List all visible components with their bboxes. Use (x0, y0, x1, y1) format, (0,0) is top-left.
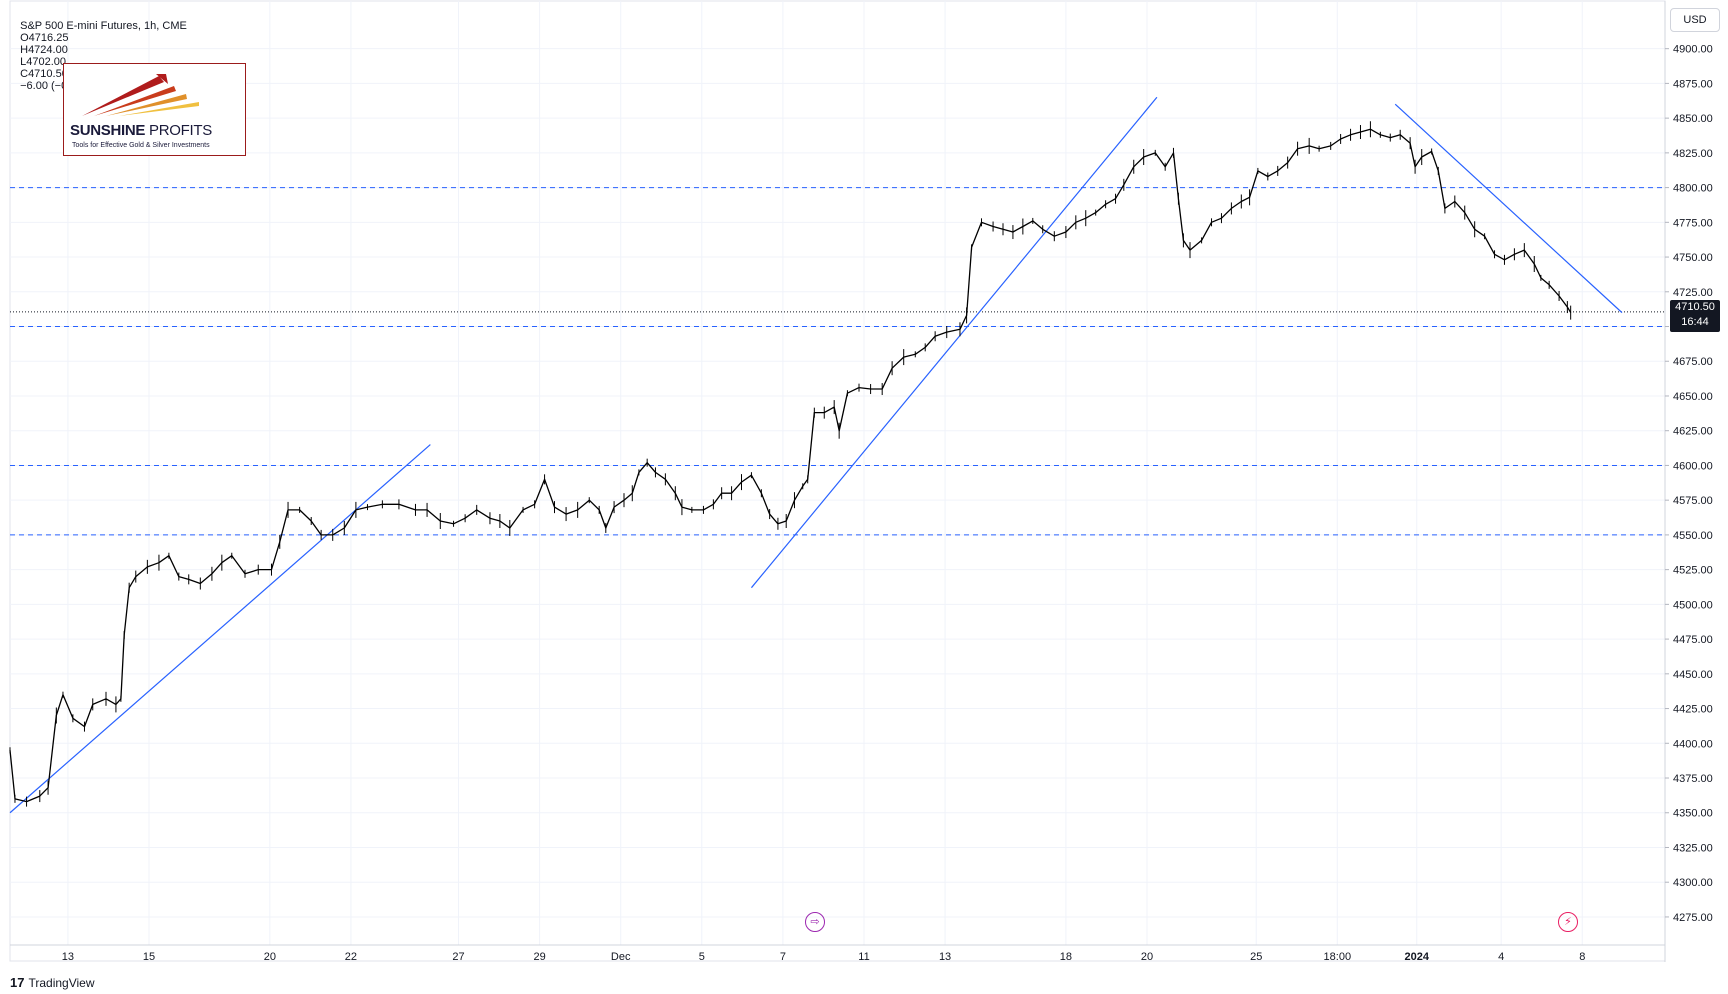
x-tick-label: 13 (939, 951, 951, 963)
trendlines (9, 96, 1623, 814)
currency-button[interactable]: USD (1670, 8, 1720, 32)
y-tick-label: 4750.00 (1673, 252, 1713, 264)
y-tick-label: 4300.00 (1673, 877, 1713, 889)
x-tick-label: 4 (1498, 951, 1504, 963)
y-tick-label: 4850.00 (1673, 113, 1713, 125)
y-tick-label: 4650.00 (1673, 391, 1713, 403)
last-price-value: 4710.50 (1675, 301, 1715, 313)
x-tick-label: 8 (1579, 951, 1585, 963)
trendline (1394, 103, 1623, 314)
y-tick-label: 4375.00 (1673, 773, 1713, 785)
axes: 4275.00 4300.00 4325.00 4350.00 4375.00 4400.… (10, 1, 1713, 963)
price-series (9, 121, 1572, 807)
x-tick-label: 18 (1060, 951, 1072, 963)
logo-name: SUNSHINE PROFITS (70, 122, 212, 139)
symbol-name: S&P 500 E-mini Futures, 1h, CME (20, 20, 187, 32)
y-tick-label: 4900.00 (1673, 44, 1713, 56)
y-tick-label: 4575.00 (1673, 495, 1713, 507)
lightning-icon[interactable]: ⚡ (1558, 912, 1578, 932)
x-tick-label: 5 (699, 951, 705, 963)
y-tick-label: 4875.00 (1673, 78, 1713, 90)
ohlc-high: H4724.00 (20, 44, 68, 56)
trendline (9, 444, 431, 814)
y-tick-label: 4450.00 (1673, 669, 1713, 681)
last-price-label: 4710.50 16:44 (1670, 300, 1720, 332)
x-tick-label: 13 (62, 951, 74, 963)
x-tick-label: 22 (345, 951, 357, 963)
x-tick-label: 29 (533, 951, 545, 963)
y-tick-label: 4425.00 (1673, 704, 1713, 716)
x-tick-label: 7 (780, 951, 786, 963)
x-tick-label: 20 (1141, 951, 1153, 963)
ohlc-open: O4716.25 (20, 32, 69, 44)
ohlc-low: L4702.00 (20, 56, 67, 68)
y-tick-label: 4775.00 (1673, 217, 1713, 229)
x-tick-label: 2024 (1405, 951, 1430, 963)
trendline (750, 96, 1158, 589)
bar-countdown: 16:44 (1681, 316, 1709, 328)
y-tick-label: 4625.00 (1673, 426, 1713, 438)
tradingview-logo-icon: 17 (10, 975, 25, 990)
arrow-forward-circle-icon[interactable]: ⇨ (805, 912, 825, 932)
y-tick-label: 4800.00 (1673, 183, 1713, 195)
y-tick-label: 4475.00 (1673, 634, 1713, 646)
y-tick-label: 4275.00 (1673, 912, 1713, 924)
y-tick-label: 4725.00 (1673, 287, 1713, 299)
y-tick-label: 4550.00 (1673, 530, 1713, 542)
logo-name-light: PROFITS (145, 122, 212, 139)
horizontal-levels (10, 187, 1665, 536)
x-tick-label: 25 (1250, 951, 1262, 963)
x-tick-label: Dec (611, 951, 631, 963)
y-tick-label: 4600.00 (1673, 460, 1713, 472)
tradingview-footer[interactable]: 17 TradingView (10, 975, 95, 990)
x-tick-label: 15 (143, 951, 155, 963)
x-tick-label: 11 (858, 951, 869, 963)
y-tick-label: 4325.00 (1673, 842, 1713, 854)
y-tick-label: 4525.00 (1673, 565, 1713, 577)
symbol-header: S&P 500 E-mini Futures, 1h, CME O4716.25… (14, 8, 191, 92)
logo-rays-icon (82, 74, 199, 116)
sunshine-profits-logo: SUNSHINE PROFITS Tools for Effective Gol… (63, 63, 246, 156)
x-tick-label: 18:00 (1324, 951, 1352, 963)
y-tick-label: 4400.00 (1673, 738, 1713, 750)
x-tick-label: 20 (264, 951, 276, 963)
y-tick-label: 4825.00 (1673, 148, 1713, 160)
ohlc-close: C4710.50 (20, 68, 68, 80)
x-tick-label: 27 (452, 951, 464, 963)
y-tick-label: 4350.00 (1673, 808, 1713, 820)
y-tick-label: 4500.00 (1673, 599, 1713, 611)
logo-tagline: Tools for Effective Gold & Silver Invest… (72, 142, 210, 149)
grid-lines (9, 0, 1666, 962)
y-tick-label: 4675.00 (1673, 356, 1713, 368)
logo-name-bold: SUNSHINE (70, 122, 146, 139)
tradingview-brand: TradingView (28, 976, 95, 990)
